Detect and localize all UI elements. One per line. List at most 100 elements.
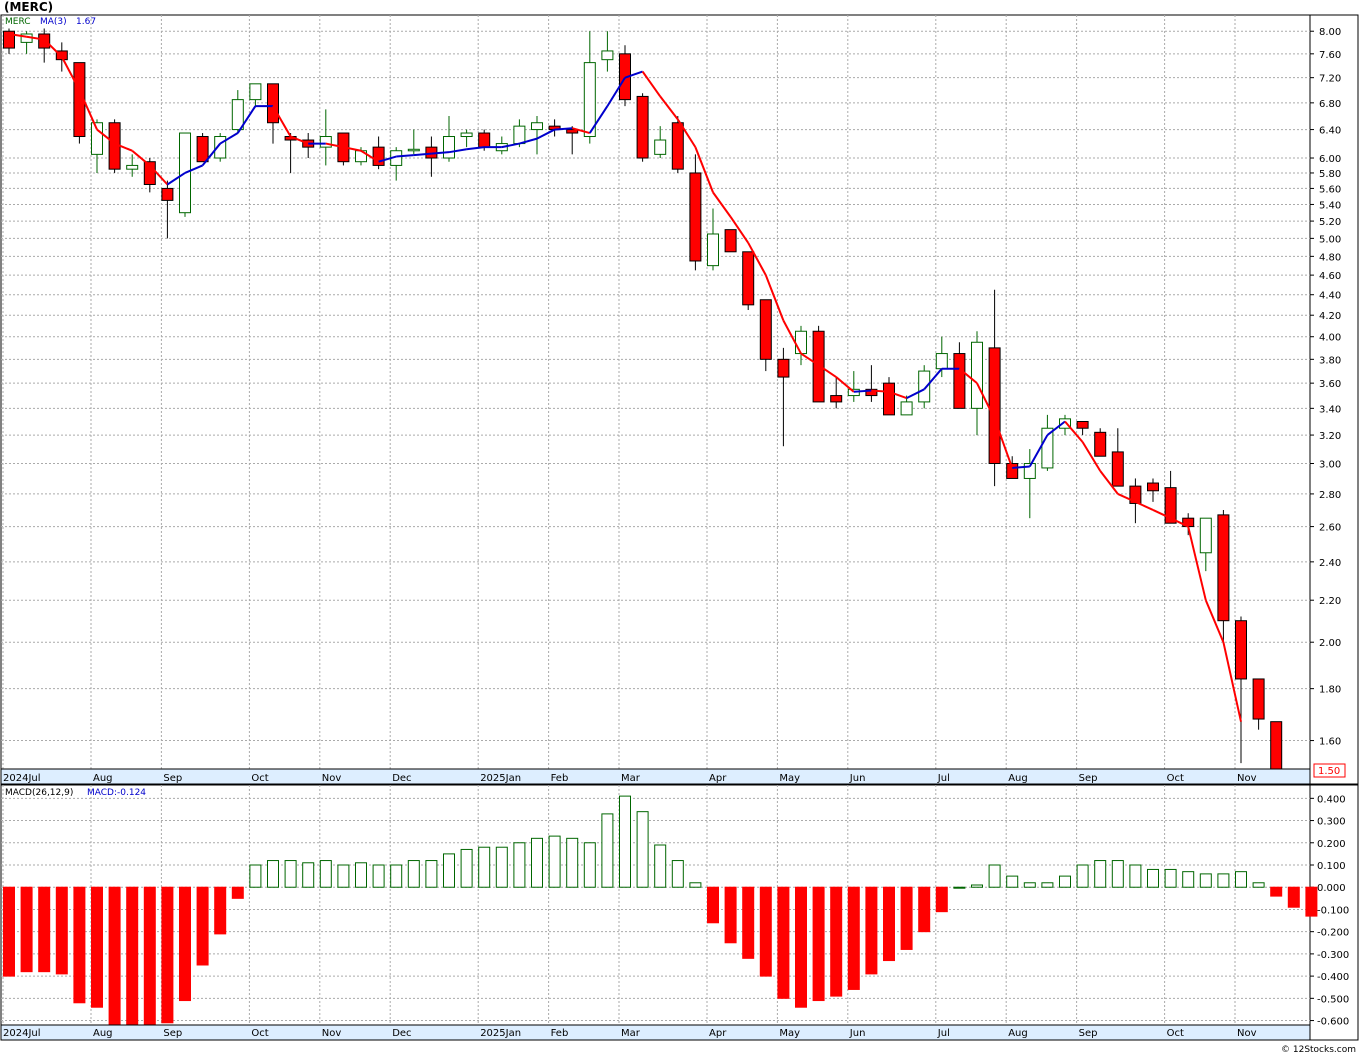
candle-body: [460, 132, 473, 138]
macd-bar: [619, 795, 631, 888]
price-tick-label: 2.40: [1319, 558, 1341, 569]
macd-x-tick-label: Nov: [322, 1028, 342, 1039]
macd-bar: [1270, 886, 1283, 897]
ma-line-segment: [571, 127, 591, 134]
candle-body: [478, 132, 491, 148]
price-panel: [0, 14, 1311, 785]
macd-tick-label: -0.200: [1317, 928, 1349, 939]
ma-line-segment: [993, 418, 1014, 469]
price-x-tick-label: Aug: [93, 773, 113, 784]
ma-line-segment: [676, 118, 697, 148]
macd-x-tick-label: Dec: [392, 1028, 411, 1039]
macd-tick-label: -0.100: [1317, 905, 1349, 916]
ma-line-segment: [923, 368, 943, 390]
macd-bar: [689, 882, 702, 888]
macd-bar: [953, 886, 966, 889]
macd-x-tick-label: Sep: [163, 1028, 182, 1039]
candle-body: [689, 172, 702, 262]
price-x-tick-label: Aug: [1008, 773, 1028, 784]
ma-line-segment: [290, 135, 309, 145]
candle-body: [73, 62, 86, 138]
macd-bar: [73, 886, 86, 1004]
ma-line-segment: [712, 191, 732, 218]
ma-line-segment: [236, 105, 257, 134]
macd-tick-label: 0.300: [1317, 817, 1346, 828]
macd-bar: [302, 862, 315, 888]
macd-bar: [777, 886, 790, 999]
price-tick-label: 7.20: [1319, 74, 1341, 85]
ma-line-segment: [8, 33, 27, 38]
macd-bar: [407, 860, 420, 888]
macd-tick-label: -0.400: [1317, 972, 1349, 983]
macd-bar: [231, 886, 244, 899]
macd-bar: [126, 886, 139, 1026]
candle-body: [1164, 487, 1177, 524]
macd-tick-label: -0.600: [1317, 1017, 1349, 1028]
candle-body: [742, 251, 755, 306]
last-price-box: [1313, 763, 1346, 778]
macd-bar: [1023, 882, 1036, 888]
candle-body: [3, 30, 15, 49]
macd-tick-label: -0.500: [1317, 994, 1349, 1005]
macd-bar: [319, 860, 332, 888]
ma-line-segment: [588, 105, 609, 134]
credit-label: © 12Stocks.com: [1281, 1045, 1356, 1055]
macd-bar: [707, 886, 719, 924]
macd-bar: [108, 886, 121, 1026]
candle-body: [1041, 427, 1054, 469]
macd-bar: [1129, 864, 1142, 888]
legend-macd-value: MACD:-0.124: [87, 788, 146, 798]
ma-line-segment: [501, 142, 520, 149]
ma-line-segment: [1028, 434, 1049, 467]
ma-line-segment: [448, 148, 467, 154]
price-x-tick-label: Dec: [392, 773, 411, 784]
candle-body: [143, 161, 156, 186]
candle-body: [55, 50, 68, 61]
price-x-tick-label: 2024Jul: [3, 773, 41, 784]
ma-line-segment: [764, 274, 785, 321]
macd-y-ticks: 0.400 0.300 0.200 0.100 0.000 -0.100 -0.200 -0.…: [1310, 794, 1349, 1028]
macd-bar: [918, 886, 931, 933]
macd-x-tick-label: Jul: [937, 1028, 950, 1039]
legend-ma-label: MA(3): [40, 17, 67, 27]
macd-x-tick-label: Feb: [551, 1028, 569, 1039]
price-x-tick-label: Feb: [551, 773, 569, 784]
candle-body: [231, 99, 244, 131]
macd-bar: [143, 886, 156, 1026]
ma-line-segment: [1012, 465, 1030, 469]
price-tick-label: 7.60: [1319, 50, 1341, 61]
macd-bar: [460, 848, 473, 888]
ma-line-segment: [888, 390, 907, 400]
candle-body: [865, 388, 878, 397]
price-x-tick-label: Mar: [621, 773, 641, 784]
candle-body: [654, 139, 667, 155]
price-x-axis: [0, 768, 1311, 785]
candle-body: [1270, 721, 1283, 770]
ma-line-segment: [624, 70, 643, 79]
candle-body: [1129, 485, 1142, 504]
candle-body: [1147, 482, 1159, 492]
candle-body: [1252, 678, 1265, 720]
ma-line-segment: [1117, 493, 1136, 503]
macd-bar: [847, 886, 860, 990]
macd-bar: [249, 864, 262, 888]
ma-line-segment: [554, 127, 573, 131]
ma-line-segment: [659, 95, 679, 120]
ma-line-segment: [149, 164, 169, 186]
macd-bar: [284, 860, 297, 888]
price-x-ticks: 2024Jul Aug Sep Oct Nov Dec 2025Jan Feb Mar Apr Ma…: [3, 773, 1257, 784]
price-x-tick-label: Nov: [322, 773, 342, 784]
price-tick-label: 6.00: [1319, 154, 1341, 165]
price-tick-label: 8.00: [1319, 27, 1341, 38]
price-tick-label: 2.60: [1319, 523, 1341, 534]
price-y-ticks: 8.00 7.60 7.20 6.80 6.40 6.00 5.80 5.60 5.40 5.20…: [1310, 27, 1341, 748]
macd-x-tick-label: Oct: [1167, 1028, 1184, 1039]
ma-line-segment: [519, 137, 538, 145]
macd-bar: [795, 886, 807, 1008]
candle-body: [1111, 451, 1124, 487]
macd-x-tick-label: Aug: [1008, 1028, 1028, 1039]
candle-body: [724, 229, 737, 253]
ma-line-segment: [201, 142, 221, 167]
macd-x-tick-label: May: [779, 1028, 800, 1039]
macd-bar: [38, 886, 51, 973]
